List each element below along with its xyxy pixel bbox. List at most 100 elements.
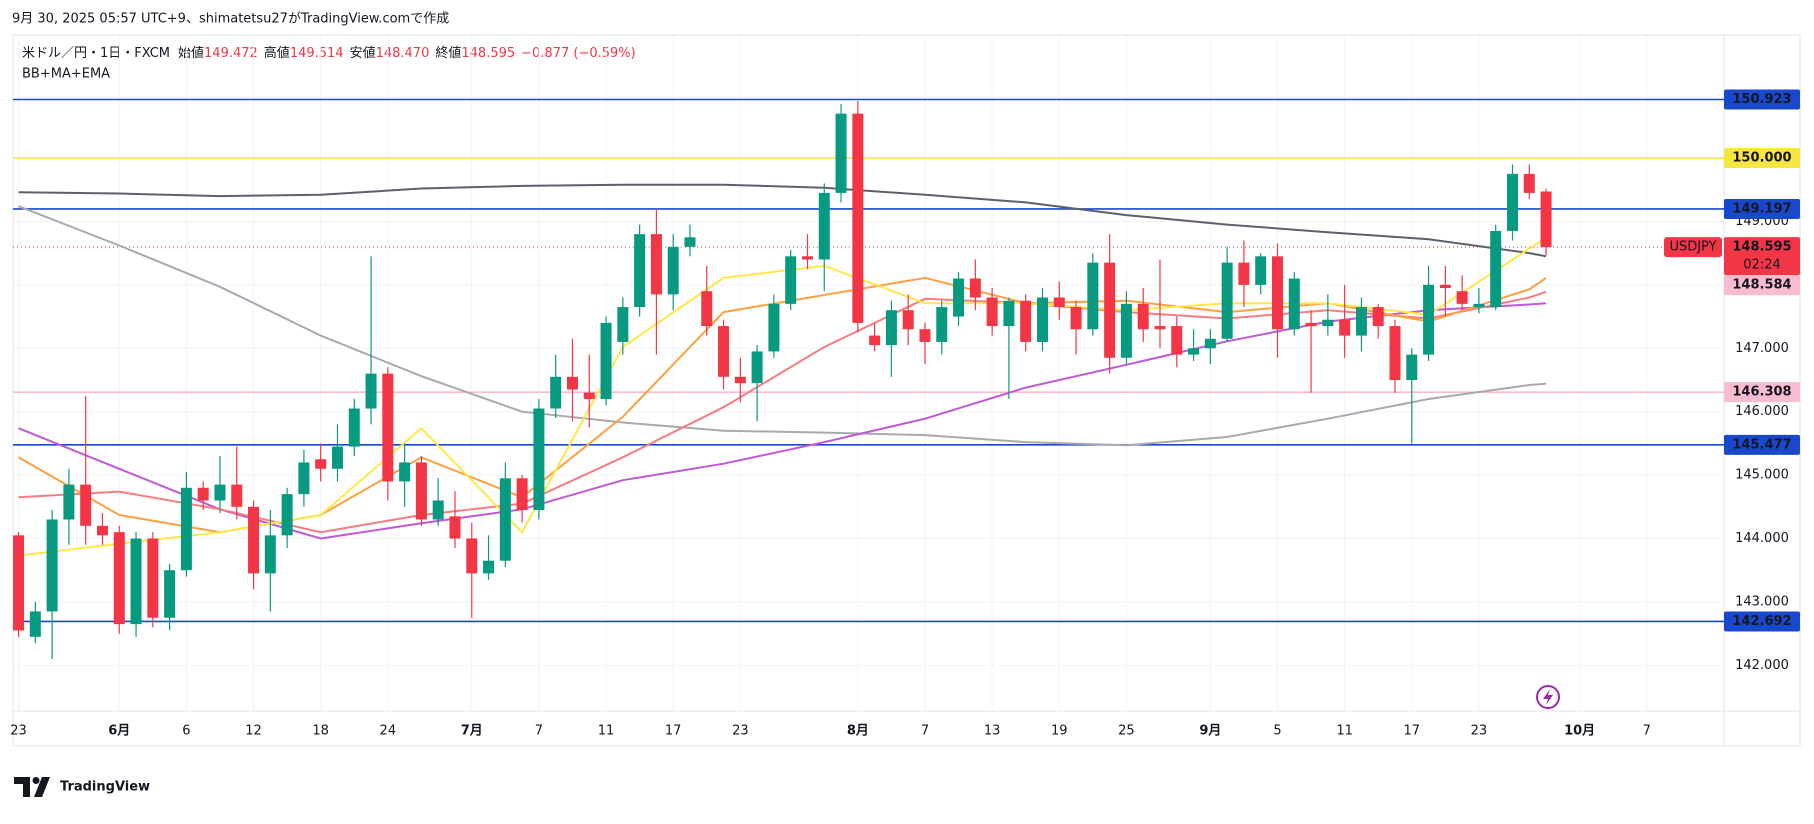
candle-body [432, 500, 444, 520]
candle-body [1355, 307, 1367, 336]
candle-body [1423, 284, 1435, 355]
candle-body [835, 113, 847, 193]
candle-body [634, 234, 646, 308]
candle-body [718, 326, 730, 377]
candle-body [1372, 307, 1384, 327]
price-label: 150.923 [1732, 92, 1791, 107]
candle-body [600, 322, 612, 399]
candle-body [1506, 173, 1518, 231]
legend-symbol: 米ドル／円・1日・FXCM [22, 46, 170, 61]
candle-body [684, 237, 696, 247]
x-tick-label: 19 [1051, 724, 1068, 739]
candle-body [1188, 348, 1200, 355]
logo-v [34, 777, 50, 797]
candle-body [1053, 297, 1065, 308]
x-tick-label: 18 [312, 724, 329, 739]
price-label: 145.477 [1732, 437, 1791, 452]
symbol-tag [1664, 237, 1722, 258]
candle-body [466, 538, 478, 574]
price-label-box [1724, 382, 1800, 403]
candle-body [1070, 307, 1082, 330]
y-tick-label: 142.000 [1735, 658, 1789, 673]
candle-body [818, 192, 830, 260]
x-tick-label: 7 [921, 724, 929, 739]
x-tick-label: 24 [380, 724, 397, 739]
candle-body [801, 256, 813, 260]
x-tick-label: 8月 [847, 724, 869, 739]
legend-change: −0.877 (−0.59%) [521, 46, 636, 61]
price-label-box [1724, 275, 1800, 296]
candle-body [331, 446, 343, 469]
candle-body [751, 351, 763, 384]
created-by: 9月 30, 2025 05:57 UTC+9、shimatetsu27がTra… [12, 12, 449, 27]
y-tick-label: 143.000 [1735, 594, 1789, 609]
candle-body [1104, 262, 1116, 358]
candle-body [248, 506, 260, 574]
logo-t [14, 777, 30, 797]
x-tick-label: 23 [732, 724, 749, 739]
candle-body [264, 535, 276, 574]
candle-body [231, 484, 243, 507]
candle-body [1288, 278, 1300, 330]
legend: 米ドル／円・1日・FXCM 始値149.472 高値149.514 安値148.470… [22, 45, 636, 61]
candle-body [1255, 256, 1267, 285]
x-tick-label: 6 [182, 724, 190, 739]
legend-ohlc-value: 148.595 [461, 46, 515, 61]
candle-body [969, 278, 981, 298]
candle-body [617, 307, 629, 342]
candle-body [1204, 338, 1216, 349]
alert-icon [1536, 685, 1560, 709]
candle-body [1439, 284, 1451, 289]
price-label-box [1724, 237, 1800, 276]
candle-body [1238, 262, 1250, 285]
candle-body [63, 484, 75, 520]
candle-body [936, 307, 948, 342]
candle-body [566, 376, 578, 390]
candle-body [315, 459, 327, 469]
candle-body [583, 392, 595, 399]
x-tick-label: 13 [984, 724, 1001, 739]
candle-body [365, 373, 377, 409]
candle-body [164, 570, 176, 618]
x-tick-label: 10月 [1564, 724, 1595, 739]
alert-circle [1536, 685, 1560, 709]
indicator-label: BB+MA+EMA [22, 67, 110, 82]
candle-body [1473, 303, 1485, 308]
candle-body [869, 335, 881, 346]
candle-body [533, 408, 545, 510]
candle-body [46, 519, 58, 612]
candle-body [1305, 322, 1317, 327]
logo-dot [32, 777, 40, 784]
price-label-box [1724, 198, 1800, 219]
candle-body [298, 462, 310, 495]
candle-body [550, 376, 562, 409]
candle-body [919, 329, 931, 342]
candle-body [885, 310, 897, 346]
price-label: 146.308 [1732, 385, 1791, 400]
x-tick-label: 11 [598, 724, 615, 739]
legend-ohlc-value: 148.470 [376, 46, 430, 61]
countdown: 02:24 [1743, 258, 1780, 273]
candle-body [1271, 256, 1283, 330]
candle-body [80, 484, 92, 526]
x-tick-label: 17 [665, 724, 682, 739]
candle-body [130, 538, 142, 625]
candle-body [1523, 173, 1535, 193]
x-tick-label: 6月 [108, 724, 130, 739]
x-tick-label: 25 [1118, 724, 1135, 739]
candle-body [852, 113, 864, 323]
x-tick-label: 23 [1471, 724, 1488, 739]
price-label: 142.692 [1732, 614, 1791, 629]
x-tick-label: 9月 [1199, 724, 1221, 739]
price-label: 149.197 [1732, 201, 1791, 216]
legend-ohlc-name: 終値 [435, 45, 461, 61]
brand-name: TradingView [60, 780, 150, 795]
y-tick-label: 145.000 [1735, 468, 1789, 483]
candle-body [29, 611, 41, 637]
symbol-tag-label: USDJPY [1669, 240, 1716, 255]
candle-body [701, 291, 713, 327]
candle-body [1322, 319, 1334, 327]
candle-body [902, 310, 914, 330]
candle-body [1137, 303, 1149, 330]
candle-body [1087, 262, 1099, 330]
